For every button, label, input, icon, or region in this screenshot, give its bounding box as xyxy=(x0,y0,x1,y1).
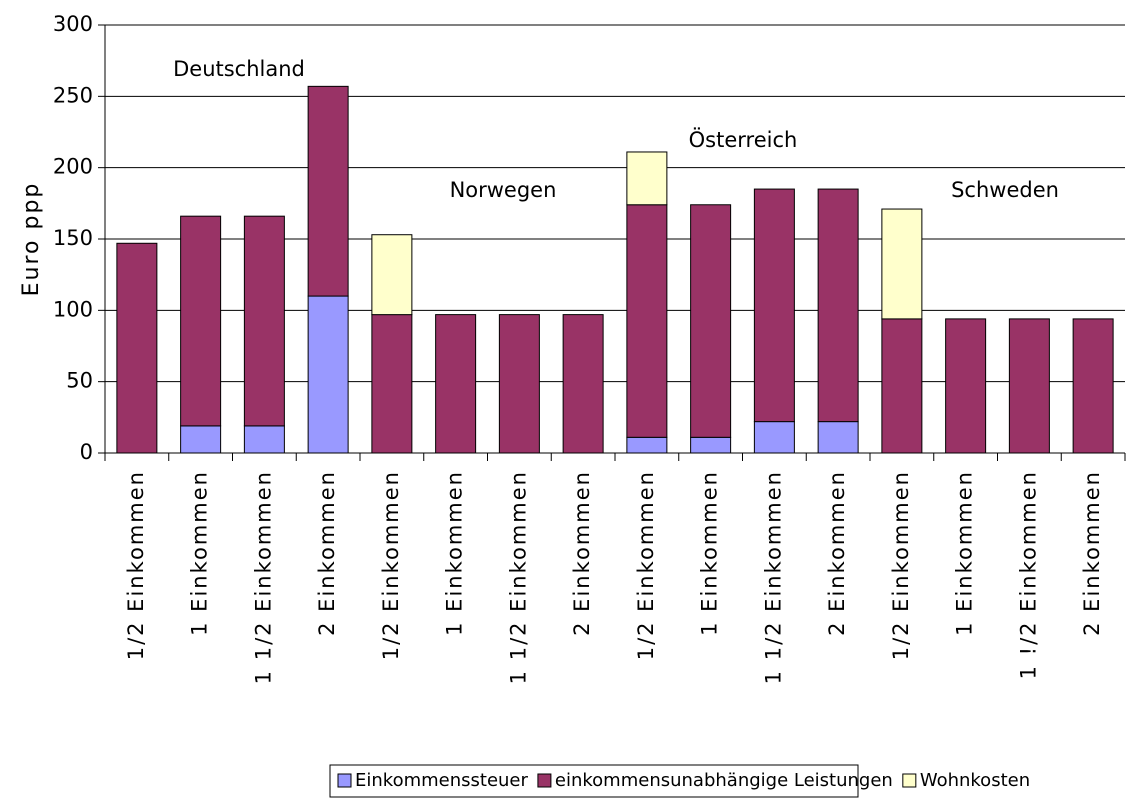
x-tick-label: 1 1/2 Einkommen xyxy=(251,470,275,684)
bar-segment xyxy=(116,242,158,454)
x-tick-label: 2 Einkommen xyxy=(570,470,594,636)
x-tick-label: 1 Einkommen xyxy=(443,470,467,636)
x-tick-label: 1 1/2 Einkommen xyxy=(761,470,785,684)
x-tick-label: 1 Einkommen xyxy=(953,470,977,636)
bar-segment xyxy=(626,151,668,206)
y-tick-label: 300 xyxy=(53,12,93,36)
x-tick-label: 2 Einkommen xyxy=(1080,470,1104,636)
annotation: Österreich xyxy=(689,127,798,152)
y-tick-label: 150 xyxy=(53,226,93,250)
bar-segment xyxy=(817,188,859,423)
bar-segment xyxy=(435,314,477,454)
bar-segment xyxy=(562,314,604,454)
x-tick-label: 1 Einkommen xyxy=(698,470,722,636)
x-tick-label: 1/2 Einkommen xyxy=(889,470,913,660)
y-tick-label: 200 xyxy=(53,155,93,179)
legend-label: Wohnkosten xyxy=(920,770,1030,791)
annotation: Norwegen xyxy=(450,178,557,202)
legend-swatch xyxy=(537,773,552,788)
x-tick-label: 1/2 Einkommen xyxy=(379,470,403,660)
bar-segment xyxy=(1072,318,1114,454)
bar-segment xyxy=(1008,318,1050,454)
bar-segment xyxy=(307,85,349,297)
bar-segment xyxy=(817,421,859,454)
bar-segment xyxy=(243,215,285,427)
legend-label: Einkommenssteuer xyxy=(355,770,528,791)
bar-segment xyxy=(243,425,285,454)
bar-segment xyxy=(945,318,987,454)
y-tick-label: 0 xyxy=(80,440,93,464)
bar-segment xyxy=(753,421,795,454)
bar-segment xyxy=(180,215,222,427)
bar-segment xyxy=(626,436,668,454)
y-axis-label: Euro ppp xyxy=(19,182,44,297)
legend-swatch xyxy=(337,773,352,788)
annotation: Schweden xyxy=(951,178,1059,202)
bar-segment xyxy=(881,208,923,320)
annotation: Deutschland xyxy=(173,57,305,81)
x-tick-label: 1/2 Einkommen xyxy=(124,470,148,660)
y-tick-label: 250 xyxy=(53,83,93,107)
x-tick-label: 2 Einkommen xyxy=(315,470,339,636)
legend-box xyxy=(329,764,859,798)
y-tick-label: 50 xyxy=(66,369,93,393)
bar-segment xyxy=(690,436,732,454)
x-tick-label: 1/2 Einkommen xyxy=(634,470,658,660)
y-tick-label: 100 xyxy=(53,297,93,321)
x-tick-label: 1 Einkommen xyxy=(188,470,212,636)
legend-swatch xyxy=(902,773,917,788)
x-tick-label: 1 1/2 Einkommen xyxy=(506,470,530,684)
bar-segment xyxy=(371,234,413,316)
bar-segment xyxy=(753,188,795,423)
bar-segment xyxy=(626,204,668,438)
bar-segment xyxy=(498,314,540,454)
bar-segment xyxy=(881,318,923,454)
bar-segment xyxy=(307,295,349,454)
bar-segment xyxy=(180,425,222,454)
x-tick-label: 2 Einkommen xyxy=(825,470,849,636)
x-tick-label: 1 !/2 Einkommen xyxy=(1016,470,1040,679)
bar-segment xyxy=(690,204,732,438)
legend-label: einkommensunabhängige Leistungen xyxy=(555,770,893,791)
bar-segment xyxy=(371,314,413,454)
